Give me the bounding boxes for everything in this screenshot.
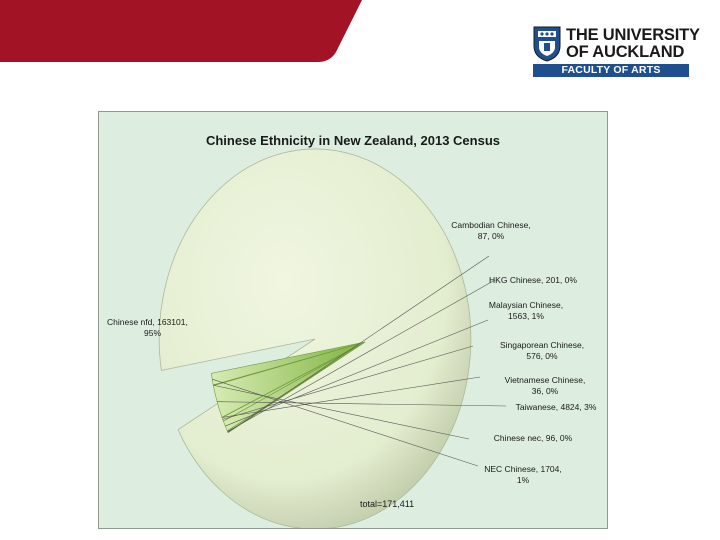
header-band (0, 0, 362, 62)
chart-panel: Chinese Ethnicity in New Zealand, 2013 C… (98, 111, 608, 529)
leader-line-chinese-nec (213, 384, 470, 440)
pie-slice-nec-chinese (211, 341, 366, 386)
logo-text-line2: OF AUCKLAND (566, 43, 685, 61)
university-logo: THE UNIVERSITY OF AUCKLAND FACULTY OF AR… (533, 26, 700, 78)
total-label: total=171,411 (360, 499, 414, 509)
leader-line-taiwanese (217, 401, 507, 407)
data-label-vietnamese-chinese: Vietnamese Chinese, 36, 0% (505, 375, 586, 396)
logo-text-line1: THE UNIVERSITY (566, 26, 700, 44)
leader-line-malaysian-chinese (225, 319, 489, 427)
leader-line-hkg-chinese (227, 279, 496, 432)
pie-chart: Chinese Ethnicity in New Zealand, 2013 C… (107, 133, 597, 528)
leader-line-vietnamese-chinese (221, 376, 481, 418)
data-label-nec-chinese: NEC Chinese, 1704, 1% (484, 464, 562, 485)
leader-line-cambodian-chinese (227, 255, 490, 433)
data-label-singaporean-chinese: Singaporean Chinese, 576, 0% (500, 340, 584, 361)
crest-icon (533, 26, 561, 62)
data-label-hkg-chinese: HKG Chinese, 201, 0% (489, 275, 577, 285)
data-label-malaysian-chinese: Malaysian Chinese, 1563, 1% (489, 300, 563, 321)
leader-line-nec-chinese (212, 378, 479, 467)
faculty-banner: FACULTY OF ARTS (533, 64, 689, 77)
chart-title: Chinese Ethnicity in New Zealand, 2013 C… (206, 133, 500, 148)
data-label-chinese-nec: Chinese nec, 96, 0% (494, 433, 573, 443)
data-label-taiwanese: Taiwanese, 4824, 3% (516, 402, 597, 412)
leader-line-singaporean-chinese (222, 345, 474, 420)
data-label-cambodian-chinese: Cambodian Chinese, 87, 0% (451, 220, 530, 241)
pie-slice-chinese-nfd (158, 148, 472, 528)
data-label-chinese-nfd: Chinese nfd, 163101, 95% (107, 317, 188, 338)
